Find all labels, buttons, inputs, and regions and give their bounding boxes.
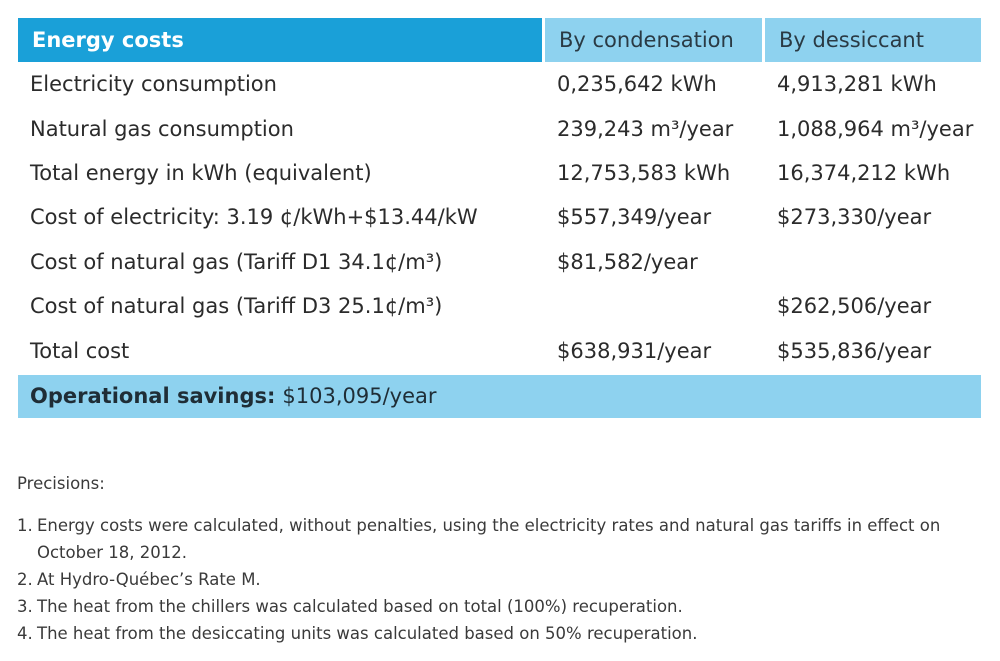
savings-label: Operational savings: bbox=[30, 384, 276, 409]
table-row: Natural gas consumption 239,243 m³/year … bbox=[18, 106, 981, 151]
notes-list: 1. Energy costs were calculated, without… bbox=[17, 512, 987, 647]
dessiccant-value: $273,330/year bbox=[762, 195, 981, 240]
note-item: 2. At Hydro-Québec’s Rate M. bbox=[17, 566, 987, 593]
note-number: 1. bbox=[17, 516, 33, 535]
notes-title: Precisions: bbox=[17, 474, 105, 493]
operational-savings-bar: Operational savings: $103,095/year bbox=[18, 374, 981, 418]
table-header-row: Energy costs By condensation By dessicca… bbox=[18, 18, 981, 62]
note-item: 4. The heat from the desiccating units w… bbox=[17, 620, 987, 647]
row-label: Electricity consumption bbox=[30, 72, 277, 97]
note-number: 4. bbox=[17, 624, 33, 643]
table-row: Cost of natural gas (Tariff D3 25.1¢/m³)… bbox=[18, 283, 981, 329]
dessiccant-value: 16,374,212 kWh bbox=[762, 150, 981, 196]
condensation-value: 12,753,583 kWh bbox=[542, 150, 762, 196]
table-row: Cost of electricity: 3.19 ¢/kWh+$13.44/k… bbox=[18, 195, 981, 240]
row-label: Cost of natural gas (Tariff D1 34.1¢/m³) bbox=[30, 249, 443, 274]
energy-costs-table: Energy costs By condensation By dessicca… bbox=[18, 18, 981, 373]
header-energy-costs: Energy costs bbox=[18, 18, 542, 62]
table-row: Cost of natural gas (Tariff D1 34.1¢/m³)… bbox=[18, 239, 981, 284]
row-label: Natural gas consumption bbox=[30, 116, 294, 141]
header-by-dessiccant: By dessiccant bbox=[762, 18, 981, 62]
row-label: Total energy in kWh (equivalent) bbox=[30, 160, 372, 185]
energy-costs-table-container: Energy costs By condensation By dessicca… bbox=[18, 18, 981, 418]
row-label: Total cost bbox=[30, 338, 130, 363]
note-number: 2. bbox=[17, 570, 33, 589]
note-text: The heat from the chillers was calculate… bbox=[37, 597, 683, 616]
dessiccant-value bbox=[762, 239, 981, 284]
note-number: 3. bbox=[17, 597, 33, 616]
table-row: Total energy in kWh (equivalent) 12,753,… bbox=[18, 150, 981, 196]
condensation-value bbox=[542, 283, 762, 329]
row-label: Cost of electricity: 3.19 ¢/kWh+$13.44/k… bbox=[30, 205, 478, 230]
dessiccant-value: 1,088,964 m³/year bbox=[762, 106, 981, 151]
condensation-value: $638,931/year bbox=[542, 328, 762, 373]
note-item: 3. The heat from the chillers was calcul… bbox=[17, 593, 987, 620]
table-row-total: Total cost $638,931/year $535,836/year bbox=[18, 328, 981, 373]
row-label: Cost of natural gas (Tariff D3 25.1¢/m³) bbox=[30, 294, 443, 319]
condensation-value: 239,243 m³/year bbox=[542, 106, 762, 151]
savings-value: $103,095/year bbox=[282, 384, 437, 409]
note-text: At Hydro-Québec’s Rate M. bbox=[37, 570, 261, 589]
dessiccant-value: $262,506/year bbox=[762, 283, 981, 329]
note-text: The heat from the desiccating units was … bbox=[37, 624, 698, 643]
header-by-condensation: By condensation bbox=[542, 18, 762, 62]
condensation-value: 0,235,642 kWh bbox=[542, 62, 762, 107]
condensation-value: $557,349/year bbox=[542, 195, 762, 240]
dessiccant-value: $535,836/year bbox=[762, 328, 981, 373]
table-row: Electricity consumption 0,235,642 kWh 4,… bbox=[18, 62, 981, 107]
note-text: Energy costs were calculated, without pe… bbox=[37, 516, 941, 562]
condensation-value: $81,582/year bbox=[542, 239, 762, 284]
precisions-notes: Precisions: 1. Energy costs were calcula… bbox=[17, 470, 987, 647]
dessiccant-value: 4,913,281 kWh bbox=[762, 62, 981, 107]
note-item: 1. Energy costs were calculated, without… bbox=[17, 512, 987, 566]
